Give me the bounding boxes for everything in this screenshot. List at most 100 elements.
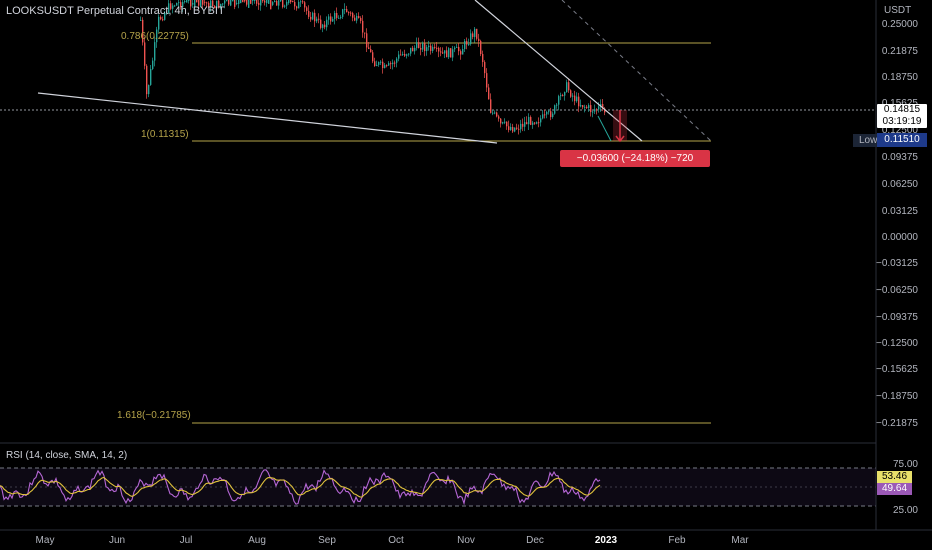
candle-body: [582, 105, 584, 108]
candle-body: [146, 65, 148, 95]
candle-body: [280, 0, 282, 2]
candle-body: [422, 43, 424, 50]
candle-body: [188, 0, 190, 1]
candle-body: [216, 0, 218, 9]
candle-body: [456, 46, 458, 48]
candle-body: [260, 0, 262, 6]
candle-body: [194, 0, 196, 7]
candle-body: [144, 42, 146, 66]
candle-body: [176, 3, 178, 6]
candle-body: [350, 12, 352, 14]
candle-body: [190, 0, 192, 7]
rsi-line: [0, 469, 601, 506]
candle-body: [486, 73, 488, 88]
candle-body: [294, 1, 296, 7]
candle-body: [346, 9, 348, 13]
candle-body: [500, 118, 502, 124]
candle-body: [288, 0, 290, 3]
candle-body: [380, 61, 382, 63]
candle-body: [586, 106, 588, 109]
price-tick: 0.25000: [881, 19, 918, 30]
candle-body: [450, 48, 452, 58]
candle-body: [466, 40, 468, 45]
candle-body: [326, 19, 328, 28]
candle-body: [262, 0, 264, 2]
candle-body: [286, 1, 288, 6]
candle-body: [246, 0, 248, 5]
candle-body: [338, 17, 340, 19]
candle-body: [296, 6, 298, 9]
candle-body: [408, 53, 410, 55]
candle-body: [352, 13, 354, 18]
candle-body: [354, 17, 356, 21]
candle-body: [502, 122, 504, 124]
candle-body: [534, 122, 536, 124]
candle-body: [430, 45, 432, 51]
candle-body: [290, 0, 292, 2]
candle-body: [496, 112, 498, 117]
rsi-sma-tag: 49.64: [877, 483, 912, 495]
candle-body: [362, 20, 364, 33]
candle-body: [424, 43, 426, 52]
candle-body: [440, 51, 442, 53]
time-tick: Jun: [108, 535, 126, 546]
candle-body: [432, 46, 434, 51]
candle-body: [568, 82, 570, 91]
candle-body: [516, 127, 518, 129]
candle-body: [198, 0, 200, 6]
trendline-upper[interactable]: [474, 0, 643, 142]
candle-body: [210, 0, 212, 8]
candle-body: [550, 111, 552, 118]
candle-body: [340, 16, 342, 18]
measure-result-label: −0.03600 (−24.18%) −720: [560, 150, 710, 167]
candle-body: [480, 41, 482, 55]
candle-body: [164, 12, 166, 20]
candle-body: [578, 96, 580, 107]
candle-body: [258, 2, 260, 5]
candle-body: [472, 33, 474, 37]
candle-body: [448, 48, 450, 58]
price-tick: −0.09375: [876, 312, 918, 323]
candle-body: [552, 113, 554, 118]
candle-body: [278, 0, 280, 6]
candle-body: [186, 0, 188, 3]
candle-body: [572, 95, 574, 97]
candle-body: [564, 92, 566, 96]
candle-body: [372, 52, 374, 62]
time-tick: Sep: [318, 535, 336, 546]
candle-body: [434, 46, 436, 48]
currency-label: USDT: [884, 5, 912, 16]
candle-body: [386, 65, 388, 67]
candlesticks: [140, 0, 606, 135]
candle-body: [220, 3, 222, 8]
candle-body: [416, 42, 418, 48]
candle-body: [442, 52, 444, 54]
candle-body: [508, 126, 510, 131]
candle-body: [268, 0, 270, 4]
candle-body: [420, 48, 422, 50]
time-tick: Aug: [248, 535, 266, 546]
price-tick: 0.03125: [881, 206, 918, 217]
candle-body: [444, 50, 446, 54]
candle-body: [468, 44, 470, 46]
candle-body: [400, 54, 402, 56]
trendline-lower[interactable]: [37, 92, 498, 144]
candle-body: [398, 54, 400, 59]
candle-body: [520, 123, 522, 130]
candle-body: [230, 0, 232, 6]
candle-body: [244, 0, 246, 2]
candle-body: [226, 0, 228, 2]
candle-body: [488, 87, 490, 100]
bar-countdown: 03:19:19: [882, 116, 922, 127]
measure-tool[interactable]: [597, 110, 627, 143]
candle-body: [336, 13, 338, 18]
trendline-dashed[interactable]: [561, 0, 712, 142]
price-tick: −0.12500: [876, 338, 918, 349]
candle-body: [150, 69, 152, 85]
candle-body: [250, 0, 252, 4]
fib-label-1: 1(0.11315): [141, 129, 189, 140]
candle-body: [600, 103, 602, 107]
candle-body: [594, 109, 596, 112]
fib-label-1618: 1.618(−0.21785): [117, 410, 191, 421]
